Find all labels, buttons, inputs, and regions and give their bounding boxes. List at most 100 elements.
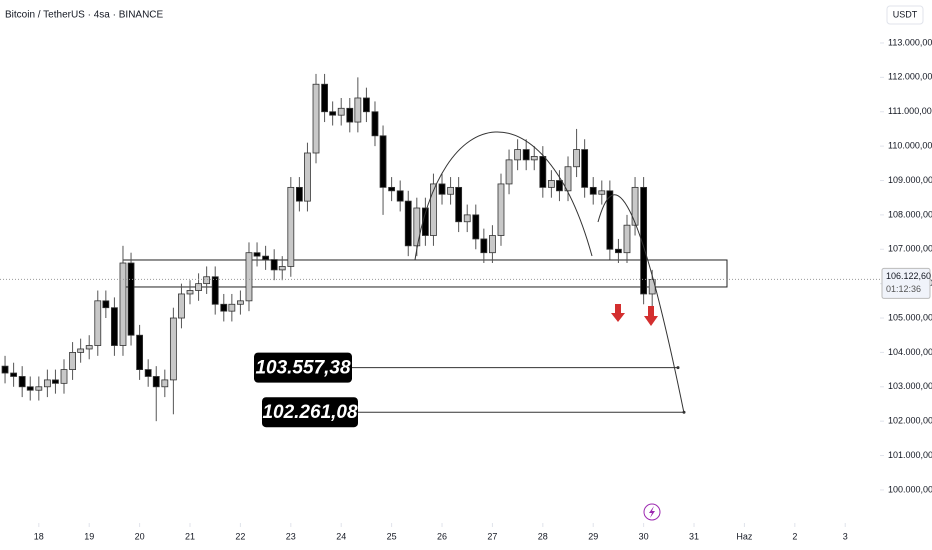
x-tick-label: 31 <box>689 531 699 541</box>
y-tick-label: 107.000,00 <box>888 244 932 254</box>
candle-body <box>245 252 253 302</box>
arrow-icons <box>611 304 658 326</box>
candle-body <box>404 200 412 247</box>
candle-body <box>623 224 631 254</box>
candle-body <box>337 107 345 116</box>
candle-body <box>455 186 463 223</box>
candle-body <box>1 365 9 374</box>
x-tick-label: 20 <box>135 531 145 541</box>
chart-title: Bitcoin / TetherUS · 4sa · BINANCE <box>5 10 164 21</box>
candle-body <box>539 156 547 188</box>
candle-body <box>10 372 18 377</box>
level-label: 103.557,38 <box>255 358 351 379</box>
candle-body <box>329 111 337 116</box>
y-tick-label: 111.000,00 <box>888 106 932 116</box>
y-tick-label: 105.000,00 <box>888 312 932 322</box>
lightning <box>649 506 655 518</box>
y-tick-label: 113.000,00 <box>888 37 932 47</box>
y-tick-label: 109.000,00 <box>888 175 932 185</box>
candle-body <box>94 300 102 346</box>
x-tick-label: 19 <box>84 531 94 541</box>
candle-body <box>35 386 43 391</box>
candle-body <box>514 149 522 161</box>
candle-body <box>304 152 311 202</box>
x-tick-label: 27 <box>487 531 497 541</box>
candle-body <box>371 111 379 137</box>
y-tick-label: 104.000,00 <box>888 347 932 357</box>
event-icon[interactable] <box>643 503 661 521</box>
x-tick-label: 2 <box>792 531 797 541</box>
candle-body <box>530 156 538 161</box>
candle-body <box>77 348 85 353</box>
candle-body <box>522 149 530 161</box>
candle-body <box>489 235 496 254</box>
x-tick-label: 22 <box>235 531 245 541</box>
candle-body <box>262 255 270 260</box>
candle-body <box>85 345 93 350</box>
last-price-label: 106.122,60 <box>886 271 931 281</box>
x-tick-label: 28 <box>538 531 548 541</box>
x-tick-label: 30 <box>639 531 649 541</box>
candle-body <box>220 303 228 312</box>
candle-body <box>152 376 160 388</box>
candle-body <box>136 334 144 370</box>
candle-body <box>573 149 580 168</box>
currency: USDT <box>893 9 918 19</box>
x-tick-label: 24 <box>336 531 346 541</box>
candle-body <box>278 266 286 271</box>
candle-body <box>615 248 622 254</box>
candle-body <box>497 183 505 236</box>
candle-body <box>480 238 488 254</box>
candle-body <box>640 186 648 295</box>
x-tick-label: 3 <box>843 531 848 541</box>
currency-box[interactable] <box>886 5 924 25</box>
candle-body <box>102 300 110 309</box>
candle-body <box>631 186 639 226</box>
candle-body <box>363 97 370 113</box>
candle-body <box>127 262 135 336</box>
candle-body <box>178 293 185 319</box>
x-tick-label: Haz <box>736 531 753 541</box>
candle-body <box>287 186 295 267</box>
candle-body <box>388 186 396 192</box>
candle-body <box>312 83 320 154</box>
candle-body <box>253 252 261 257</box>
candle-body <box>203 276 211 285</box>
candle-body <box>270 259 278 271</box>
candle-body <box>295 186 303 202</box>
y-tick-label: 101.000,00 <box>888 450 932 460</box>
y-tick-label: 110.000,00 <box>888 140 932 150</box>
candle-body <box>430 183 437 236</box>
level-end <box>676 366 680 370</box>
candle-body <box>598 190 606 195</box>
candle-body <box>111 307 118 346</box>
candle-body <box>413 207 421 247</box>
y-tick-label: 102.000,00 <box>888 416 932 426</box>
candle-body <box>237 300 244 305</box>
candle-body <box>463 214 471 223</box>
x-tick-label: 21 <box>185 531 195 541</box>
candle-body <box>144 369 152 377</box>
candle-body <box>472 214 480 240</box>
candle-body <box>52 379 59 384</box>
candle-body <box>69 352 76 370</box>
candle-body <box>60 369 68 384</box>
candle-body <box>119 262 127 346</box>
candle-body <box>447 186 454 195</box>
candle-body <box>169 317 177 381</box>
candle-body <box>161 379 169 388</box>
y-tick-label: 108.000,00 <box>888 209 932 219</box>
x-tick-label: 26 <box>437 531 447 541</box>
level-box <box>254 352 352 383</box>
candle-body <box>547 180 555 188</box>
x-tick-label: 18 <box>34 531 44 541</box>
candle-body <box>18 376 26 388</box>
level-label: 102.261,08 <box>262 402 358 423</box>
candle-body <box>195 283 202 291</box>
candle-body <box>186 290 194 295</box>
y-tick-label: 100.000,00 <box>888 484 932 494</box>
candle-body <box>564 166 572 192</box>
candle-body <box>396 190 404 202</box>
candle-body <box>211 276 219 305</box>
